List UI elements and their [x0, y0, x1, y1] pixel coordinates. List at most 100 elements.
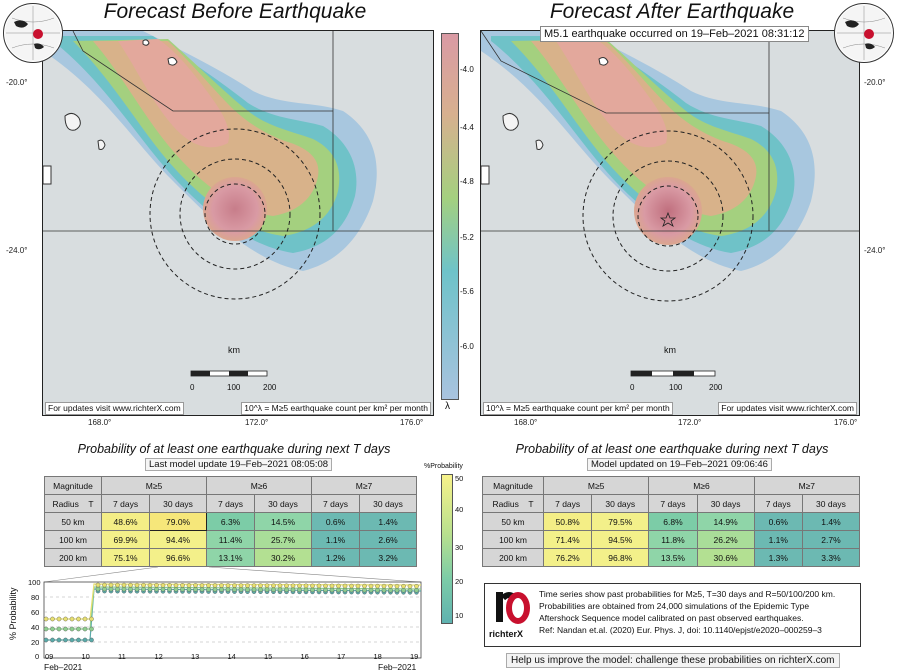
prob-cell[interactable]: 14.9%	[696, 512, 755, 531]
right-table-subtitle: Model updated on 19–Feb–2021 09:06:46	[587, 458, 772, 471]
series-point	[219, 587, 224, 592]
timeseries-chart	[43, 566, 422, 659]
series-point	[401, 587, 406, 593]
period-header: 7 days	[205, 494, 256, 513]
series-point	[316, 583, 322, 589]
series-point	[297, 583, 302, 589]
prob-cell[interactable]: 1.1%	[753, 530, 803, 549]
prob-cell[interactable]: 11.8%	[648, 530, 698, 549]
prob-cell[interactable]: 13.1%	[205, 548, 256, 567]
left-updates-note[interactable]: For updates visit www.richterX.com	[45, 402, 184, 415]
series-point	[56, 616, 62, 622]
prob-cell[interactable]: 13.5%	[648, 548, 698, 567]
prob-cell[interactable]: 6.3%	[205, 512, 256, 531]
xtick-label: 16	[300, 652, 309, 661]
right-updates-note[interactable]: For updates visit www.richterX.com	[718, 402, 857, 415]
series-point	[43, 616, 49, 622]
series-point	[108, 582, 114, 588]
magnitude-header: Magnitude	[44, 476, 102, 495]
series-point	[251, 587, 257, 592]
right-probability-table: Magnitude M≥5 M≥6 M≥7 Radius T 7 days 30…	[482, 476, 861, 567]
series-point	[381, 583, 387, 589]
prob-cell[interactable]: 2.6%	[359, 530, 417, 549]
prob-cell[interactable]: 6.8%	[648, 512, 698, 531]
prob-cell[interactable]: 25.7%	[254, 530, 312, 549]
prob-cell[interactable]: 1.4%	[359, 512, 417, 531]
series-point	[56, 637, 62, 643]
series-point	[89, 637, 94, 643]
left-locator-globe	[3, 3, 63, 63]
prob-cell[interactable]: 94.5%	[591, 530, 650, 549]
series-point	[82, 637, 88, 643]
series-point	[147, 582, 153, 588]
prob-cell[interactable]: 71.4%	[542, 530, 593, 549]
prob-cell[interactable]: 30.2%	[254, 548, 312, 567]
series-point	[134, 582, 140, 588]
prob-cell[interactable]: 79.5%	[591, 512, 650, 531]
series-point	[193, 587, 198, 592]
prob-cell[interactable]: 1.2%	[310, 548, 361, 567]
table-row: 200 km 75.1% 96.6% 13.1% 30.2% 1.2% 3.2%	[44, 548, 417, 567]
table-row: 50 km 48.6% 79.0% 6.3% 14.5% 0.6% 1.4%	[44, 512, 417, 531]
prob-cell[interactable]: 1.1%	[310, 530, 361, 549]
radius-cell: 200 km	[44, 548, 102, 567]
series-point	[50, 637, 55, 643]
series-point	[43, 637, 49, 643]
radius-cell: 100 km	[482, 530, 544, 549]
series-point	[414, 587, 419, 593]
prob-cell[interactable]: 3.3%	[801, 548, 861, 567]
prob-cell[interactable]: 96.8%	[591, 548, 650, 567]
series-point	[310, 583, 315, 589]
prob-cell[interactable]: 50.8%	[542, 512, 593, 531]
prob-cell-selected[interactable]: 79.0%	[149, 512, 207, 531]
prob-cell[interactable]: 3.2%	[359, 548, 417, 567]
period-header: 30 days	[696, 494, 755, 513]
prob-cell[interactable]: 75.1%	[100, 548, 151, 567]
lambda-colorbar	[441, 33, 459, 400]
left-lat-label-24: -24.0°	[6, 246, 28, 255]
left-forecast-map[interactable]: km 0 100 200 For updates visit www.richt…	[42, 30, 434, 416]
series-point	[245, 583, 250, 588]
radius-cell: 50 km	[482, 512, 544, 531]
series-point	[186, 583, 192, 588]
info-line: Probabilities are obtained from 24,000 s…	[539, 601, 810, 611]
right-map-canvas	[481, 31, 859, 415]
right-forecast-map[interactable]: km 0 100 200 10^λ = M≥5 earthquake count…	[480, 30, 860, 416]
help-link[interactable]: Help us improve the model: challenge the…	[506, 653, 840, 668]
prob-cell[interactable]: 0.6%	[310, 512, 361, 531]
series-point	[89, 626, 94, 632]
prob-cell[interactable]: 11.4%	[205, 530, 256, 549]
prob-cell[interactable]: 94.4%	[149, 530, 207, 549]
prob-cell[interactable]: 26.2%	[696, 530, 755, 549]
series-point	[394, 583, 400, 589]
ytick-40: 40	[31, 623, 40, 632]
series-point	[271, 583, 276, 589]
xtick-label: 19	[410, 652, 419, 661]
prob-cell[interactable]: 1.3%	[753, 548, 803, 567]
series-point	[212, 587, 218, 592]
epicenter-star-icon[interactable]	[659, 211, 677, 227]
series-point	[76, 626, 81, 632]
prob-cell[interactable]: 2.7%	[801, 530, 861, 549]
series-point	[173, 587, 179, 592]
series-point	[323, 583, 328, 589]
prob-cell[interactable]: 30.6%	[696, 548, 755, 567]
prob-cell[interactable]: 69.9%	[100, 530, 151, 549]
prob-cell[interactable]: 96.6%	[149, 548, 207, 567]
series-point	[349, 587, 354, 593]
prob-cell[interactable]: 0.6%	[753, 512, 803, 531]
right-table-title: Probability of at least one earthquake d…	[515, 442, 829, 456]
period-header: 30 days	[254, 494, 312, 513]
prob-cell[interactable]: 76.2%	[542, 548, 593, 567]
event-label: M5.1 earthquake occurred on 19–Feb–2021 …	[540, 26, 809, 42]
mag-7-header: M≥7	[310, 476, 418, 495]
series-point	[232, 583, 237, 588]
prob-cell[interactable]: 14.5%	[254, 512, 312, 531]
prob-cell[interactable]: 1.4%	[801, 512, 861, 531]
mag-6-header: M≥6	[205, 476, 312, 495]
right-scale-unit: km	[664, 345, 676, 355]
prob-cell[interactable]: 48.6%	[100, 512, 151, 531]
series-point	[342, 587, 348, 593]
series-point	[160, 586, 166, 592]
table-row: 200 km 76.2% 96.8% 13.5% 30.6% 1.3% 3.3%	[482, 548, 861, 567]
